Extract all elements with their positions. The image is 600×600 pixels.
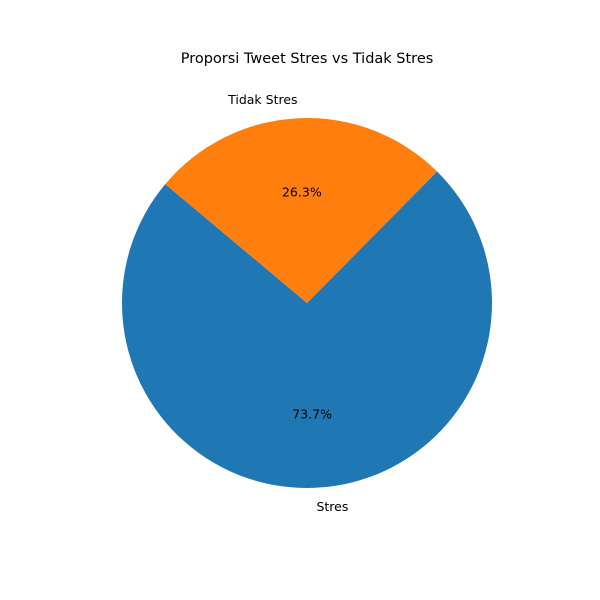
percent-label-tidak-stres: 26.3%	[282, 185, 322, 200]
slice-label-stres: Stres	[316, 499, 348, 514]
pie-slice-stres	[121, 171, 492, 489]
pie-labels: Stres 73.7% Tidak Stres 26.3%	[227, 92, 348, 514]
chart-title: Proporsi Tweet Stres vs Tidak Stres	[181, 51, 434, 67]
pie-slice-tidak-stres	[165, 118, 438, 303]
pie-slices	[121, 118, 492, 489]
percent-label-stres: 73.7%	[292, 406, 332, 421]
slice-label-tidak-stres: Tidak Stres	[227, 92, 297, 107]
